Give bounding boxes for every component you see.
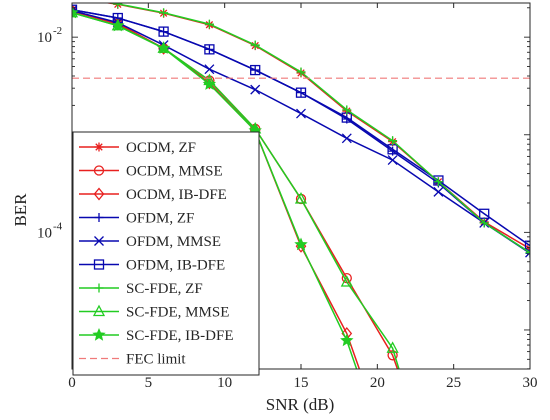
y-tick-label: 10 (37, 225, 52, 241)
legend-marker (94, 142, 104, 152)
data-point (387, 155, 398, 166)
series-layer (68, 0, 530, 369)
data-point (524, 240, 530, 251)
x-tick-label: 30 (523, 375, 538, 391)
legend-label: SC-FDE, MMSE (126, 305, 229, 321)
y-tick-label: 10 (37, 30, 52, 46)
data-point (250, 64, 261, 76)
data-point (340, 275, 353, 287)
data-point (341, 133, 352, 144)
data-point (68, 0, 77, 2)
y-tick-label-exponent: -4 (53, 220, 63, 232)
data-point (433, 177, 443, 187)
data-point (204, 19, 214, 29)
legend-item: OCDM, IB-DFE (79, 187, 227, 203)
legend-label: OFDM, MMSE (126, 234, 221, 250)
data-point (296, 108, 306, 119)
legend-marker (94, 283, 104, 293)
data-point (68, 0, 77, 1)
y-tick-label-exponent: -2 (53, 25, 62, 37)
legend-marker (92, 327, 106, 341)
data-point (479, 218, 489, 228)
legend-label: SC-FDE, IB-DFE (126, 328, 234, 344)
data-point (388, 136, 398, 146)
data-point (204, 44, 215, 55)
legend-item: OFDM, IB-DFE (79, 258, 225, 274)
x-tick-label: 15 (294, 375, 309, 391)
legend-item: FEC limit (79, 352, 186, 368)
data-point (113, 3, 123, 9)
x-tick-label: 10 (217, 375, 232, 391)
legend-item: OCDM, ZF (79, 140, 196, 156)
x-tick-label: 25 (446, 375, 461, 391)
legend-label: FEC limit (126, 352, 186, 368)
series-line (72, 8, 530, 247)
legend-marker (94, 213, 104, 222)
x-tick-label: 5 (145, 375, 153, 391)
data-point (250, 40, 260, 50)
x-axis-label: SNR (dB) (266, 395, 334, 414)
data-point (525, 248, 530, 258)
legend: OCDM, ZF OCDM, MMSE OCDM, IB-DFE OFDM, ZF OF… (72, 131, 260, 376)
legend-marker (92, 304, 106, 317)
data-point (159, 8, 169, 18)
legend-label: SC-FDE, ZF (126, 281, 203, 297)
data-point (72, 5, 79, 19)
series-line (72, 11, 358, 369)
data-point (294, 237, 308, 251)
data-point (525, 248, 530, 258)
legend-label: OFDM, ZF (126, 211, 194, 227)
legend-label: OFDM, IB-DFE (126, 258, 225, 274)
data-point (342, 105, 352, 115)
x-tick-label: 20 (370, 375, 385, 391)
data-point (295, 87, 307, 98)
data-point (72, 4, 78, 15)
legend-item: SC-FDE, IB-DFE (79, 327, 234, 344)
data-point (479, 208, 490, 219)
data-point (202, 77, 217, 90)
x-tick-label: 0 (68, 375, 76, 391)
legend-item: OFDM, MMSE (79, 234, 221, 250)
legend-item: OFDM, ZF (79, 211, 194, 227)
y-axis-label: BER (11, 193, 30, 227)
legend-label: OCDM, IB-DFE (126, 187, 227, 203)
data-point (156, 41, 171, 54)
legend-marker (93, 259, 105, 270)
legend-item: SC-FDE, ZF (79, 281, 203, 297)
data-point (387, 350, 398, 361)
legend-marker (93, 187, 105, 201)
data-point (340, 333, 354, 347)
data-point (433, 186, 444, 197)
data-point (111, 18, 125, 32)
legend-marker (94, 236, 104, 246)
data-point (158, 26, 169, 37)
legend-item: OCDM, MMSE (79, 164, 223, 180)
legend-label: OCDM, MMSE (126, 164, 223, 180)
data-point (250, 84, 261, 95)
series-6 (68, 0, 530, 258)
legend-label: OCDM, ZF (126, 140, 196, 156)
data-point (204, 64, 215, 75)
data-point (296, 67, 306, 77)
data-point (294, 192, 308, 204)
legend-item: SC-FDE, MMSE (79, 305, 229, 321)
data-point (386, 341, 399, 353)
legend-marker (93, 165, 105, 176)
